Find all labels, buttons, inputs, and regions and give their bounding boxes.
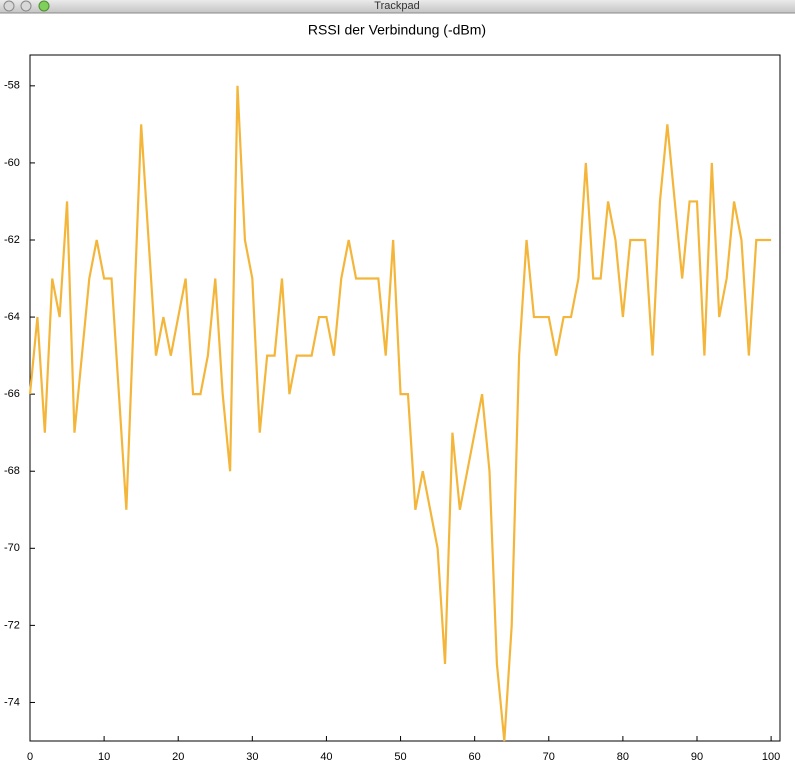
y-tick-label: -64 — [4, 311, 20, 323]
y-tick-label: -58 — [4, 80, 20, 92]
x-tick-label: 40 — [320, 751, 332, 763]
window-title: Trackpad — [374, 0, 419, 12]
chart-title: RSSI der Verbindung (-dBm) — [308, 22, 486, 38]
minimize-button[interactable] — [20, 0, 32, 12]
x-tick-label: 0 — [27, 751, 33, 763]
x-tick-label: 10 — [98, 751, 110, 763]
x-tick-label: 20 — [172, 751, 184, 763]
x-tick-label: 80 — [617, 751, 629, 763]
y-tick-label: -70 — [4, 542, 20, 554]
y-tick-label: -72 — [4, 619, 20, 631]
x-tick-label: 100 — [762, 751, 780, 763]
plot-frame — [29, 54, 781, 742]
close-button[interactable] — [3, 0, 15, 12]
x-tick-label: 30 — [246, 751, 258, 763]
x-tick-label: 60 — [469, 751, 481, 763]
x-tick-label: 50 — [394, 751, 406, 763]
y-tick-label: -74 — [4, 696, 20, 708]
data-line — [28, 85, 772, 742]
y-tick-label: -66 — [4, 388, 20, 400]
x-tick-label: 70 — [543, 751, 555, 763]
zoom-button[interactable] — [38, 0, 50, 12]
title-bar — [0, 0, 795, 13]
y-tick-label: -68 — [4, 465, 20, 477]
x-tick-label: 90 — [691, 751, 703, 763]
y-tick-label: -60 — [4, 157, 20, 169]
y-tick-label: -62 — [4, 234, 20, 246]
